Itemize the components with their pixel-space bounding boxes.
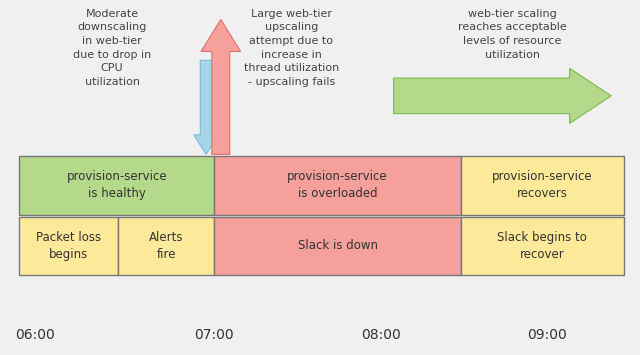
Text: 09:00: 09:00	[527, 328, 567, 343]
Text: 06:00: 06:00	[15, 328, 55, 343]
Text: Slack is down: Slack is down	[298, 239, 378, 252]
Text: Packet loss
begins: Packet loss begins	[36, 231, 101, 261]
Text: 07:00: 07:00	[195, 328, 234, 343]
Bar	[19, 156, 214, 215]
Text: 08:00: 08:00	[361, 328, 401, 343]
Text: Slack begins to
recover: Slack begins to recover	[497, 231, 588, 261]
Text: provision-service
is healthy: provision-service is healthy	[67, 170, 167, 201]
FancyArrow shape	[394, 68, 611, 124]
Bar	[461, 217, 624, 275]
Text: provision-service
is overloaded: provision-service is overloaded	[287, 170, 388, 201]
Bar	[461, 156, 624, 215]
FancyArrow shape	[201, 20, 241, 154]
Bar	[214, 156, 461, 215]
Text: Alerts
fire: Alerts fire	[149, 231, 184, 261]
Text: web-tier scaling
reaches acceptable
levels of resource
utilization: web-tier scaling reaches acceptable leve…	[458, 9, 566, 60]
Bar	[214, 217, 461, 275]
Bar	[19, 217, 118, 275]
FancyArrow shape	[194, 60, 218, 154]
Text: Large web-tier
upscaling
attempt due to
increase in
thread utilization
- upscali: Large web-tier upscaling attempt due to …	[244, 9, 339, 87]
Bar	[118, 217, 214, 275]
Text: Moderate
downscaling
in web-tier
due to drop in
CPU
utilization: Moderate downscaling in web-tier due to …	[73, 9, 151, 87]
Text: provision-service
recovers: provision-service recovers	[492, 170, 593, 201]
